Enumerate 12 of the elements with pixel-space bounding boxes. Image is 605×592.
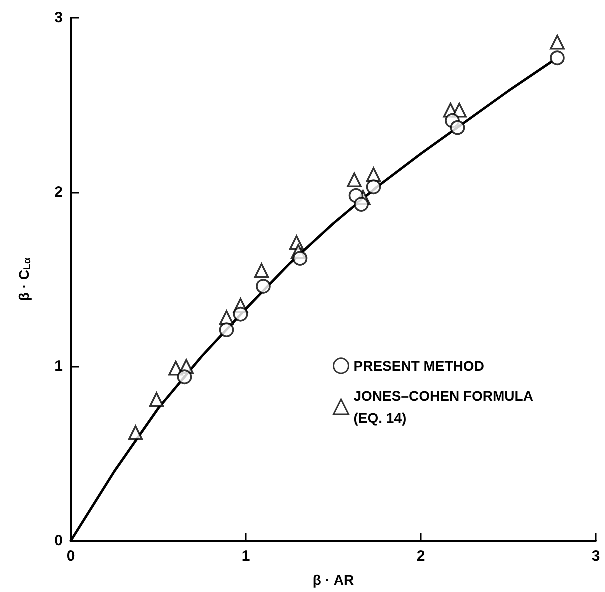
y-tick-label: 1 bbox=[54, 358, 63, 376]
y-tick-label: 0 bbox=[54, 532, 63, 550]
legend-label: JONES–COHEN FORMULA (EQ. 14) bbox=[354, 388, 534, 426]
x-tick-label: 1 bbox=[242, 548, 250, 565]
y-tick-label: 2 bbox=[54, 184, 63, 201]
x-tick-label: 3 bbox=[592, 548, 600, 565]
y-axis-title: β · CLα bbox=[16, 256, 34, 302]
legend-label: PRESENT METHOD bbox=[354, 358, 484, 374]
x-axis-title: β · AR bbox=[312, 572, 354, 588]
x-tick-label: 2 bbox=[416, 548, 426, 565]
x-tick-label: 0 bbox=[66, 548, 76, 565]
y-tick-label: 3 bbox=[54, 10, 63, 26]
